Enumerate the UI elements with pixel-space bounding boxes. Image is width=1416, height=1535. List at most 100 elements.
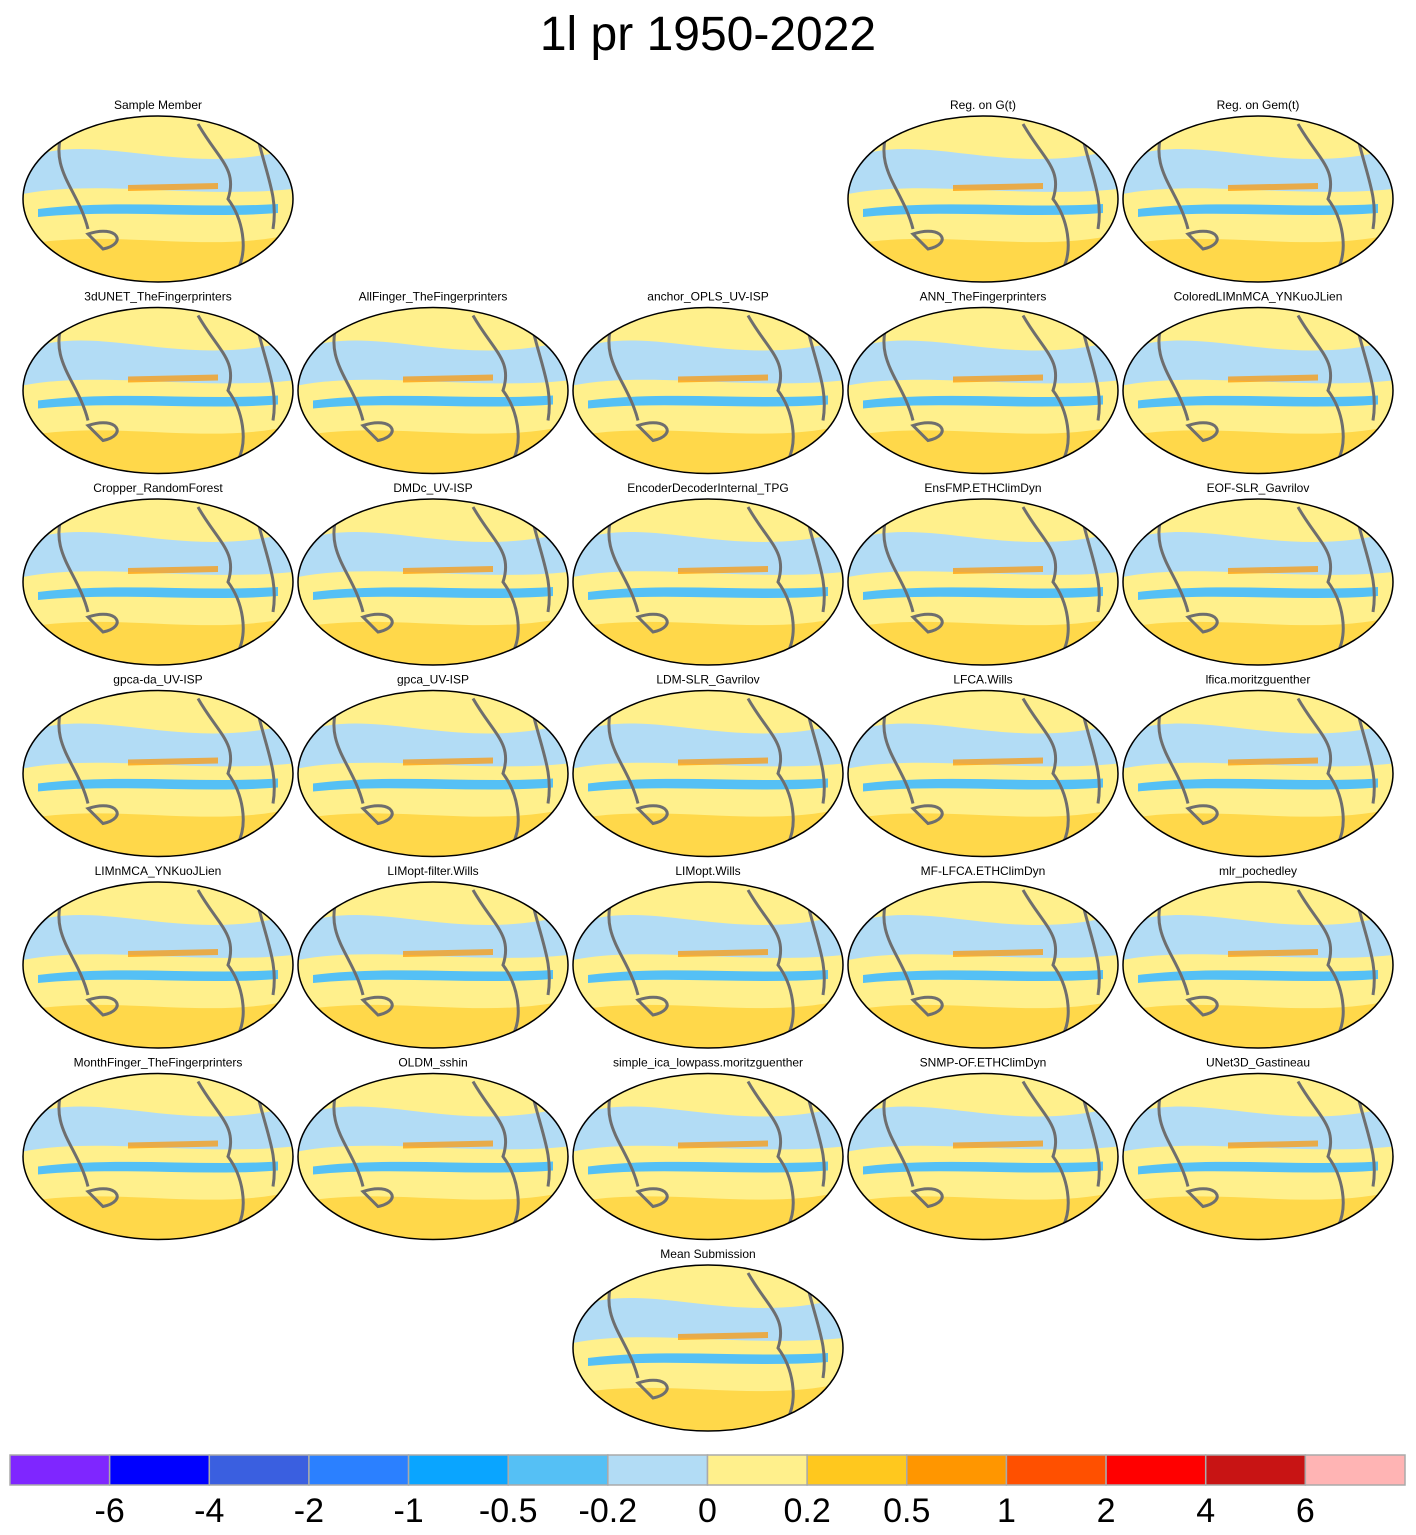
map-border	[22, 881, 294, 1049]
panel-title: EncoderDecoderInternal_TPG	[627, 481, 788, 495]
continent-outline	[607, 314, 826, 462]
map-field	[848, 1106, 1118, 1152]
map-panel	[573, 882, 843, 1048]
colorbar-tick-label: -4	[194, 1492, 224, 1530]
map-panel	[23, 1073, 293, 1240]
continent-outline	[882, 697, 1101, 845]
colorbar-tick-label: 2	[1097, 1492, 1116, 1530]
colorbar-box	[906, 1454, 1008, 1486]
map-border	[572, 881, 844, 1049]
map-field	[38, 778, 278, 792]
map-field	[298, 425, 568, 474]
map-field	[1138, 1161, 1378, 1175]
map-field	[848, 723, 1118, 769]
map-field	[573, 808, 843, 857]
map-panel	[848, 1073, 1118, 1240]
map-panel	[848, 116, 1118, 282]
continent-outline	[332, 1080, 551, 1228]
map-field	[848, 808, 1118, 857]
map-border	[572, 306, 844, 475]
panel-title: gpca_UV-ISP	[397, 673, 469, 687]
colorbar-tick-label: -1	[393, 1492, 423, 1530]
continent-outline	[607, 1272, 826, 1419]
map-field	[1123, 340, 1393, 386]
continent-outline	[57, 314, 276, 462]
continent-outline	[1157, 889, 1376, 1036]
map-field	[298, 340, 568, 386]
map-field	[588, 1161, 828, 1175]
colorbar-box	[308, 1454, 410, 1486]
colorbar-box	[1105, 1454, 1207, 1486]
continent-outline	[57, 697, 276, 845]
panel-title: anchor_OPLS_UV-ISP	[647, 290, 768, 304]
map-field	[298, 808, 568, 857]
map-panel	[1123, 690, 1393, 857]
map-field	[848, 915, 1118, 960]
map-border	[847, 1072, 1119, 1241]
map-field	[1123, 234, 1393, 282]
map-field	[588, 778, 828, 792]
map-field	[678, 1332, 768, 1340]
map-field	[1228, 757, 1318, 766]
colorbar-tick-label: -0.5	[479, 1492, 538, 1530]
panel-title: AllFinger_TheFingerprinters	[359, 290, 508, 304]
map-border	[22, 1072, 294, 1241]
panel-title: 3dUNET_TheFingerprinters	[84, 290, 231, 304]
map-field	[1123, 532, 1393, 577]
map-border	[572, 689, 844, 858]
map-field	[1228, 1140, 1318, 1149]
map-panel	[298, 690, 568, 857]
map-field	[23, 234, 293, 282]
map-panel	[848, 882, 1118, 1048]
panel-title: LDM-SLR_Gavrilov	[656, 673, 759, 687]
map-panel	[23, 116, 293, 282]
map-field	[573, 340, 843, 386]
map-border	[847, 306, 1119, 475]
map-panel	[23, 307, 293, 474]
colorbar-tick-label: 4	[1196, 1492, 1215, 1530]
map-field	[128, 374, 218, 383]
map-panel	[573, 1073, 843, 1240]
map-field	[953, 183, 1043, 191]
panel-title: Reg. on G(t)	[950, 98, 1016, 112]
map-border	[297, 498, 569, 666]
map-border	[1122, 1072, 1394, 1241]
map-field	[23, 617, 293, 665]
map-field	[23, 1191, 293, 1240]
map-panel	[298, 1073, 568, 1240]
map-field	[863, 970, 1103, 983]
continent-outline	[607, 506, 826, 653]
panel-title: ColoredLIMnMCA_YNKuoJLien	[1174, 290, 1343, 304]
map-field	[953, 1140, 1043, 1149]
continent-outline	[1157, 314, 1376, 462]
map-panel	[298, 882, 568, 1048]
map-field	[403, 949, 493, 957]
map-border	[22, 115, 294, 283]
panel-title: EOF-SLR_Gavrilov	[1207, 481, 1310, 495]
map-field	[573, 1000, 843, 1048]
map-panel	[573, 690, 843, 857]
map-field	[1123, 1191, 1393, 1240]
map-field	[573, 723, 843, 769]
panel-title: LIMnMCA_YNKuoJLien	[95, 864, 222, 878]
map-field	[573, 915, 843, 960]
map-field	[848, 234, 1118, 282]
map-border	[22, 689, 294, 858]
continent-outline	[1157, 1080, 1376, 1228]
map-panel	[23, 499, 293, 665]
colorbar-box	[208, 1454, 310, 1486]
map-field	[23, 425, 293, 474]
map-field	[298, 617, 568, 665]
map-field	[128, 1140, 218, 1149]
map-field	[863, 778, 1103, 792]
panel-title: MonthFinger_TheFingerprinters	[74, 1056, 243, 1070]
map-field	[863, 587, 1103, 600]
map-field	[23, 149, 293, 194]
continent-outline	[882, 314, 1101, 462]
map-field	[953, 949, 1043, 957]
map-field	[953, 374, 1043, 383]
map-field	[313, 395, 553, 409]
map-field	[1228, 183, 1318, 191]
panel-title: simple_ica_lowpass.moritzguenther	[613, 1056, 803, 1070]
map-border	[297, 1072, 569, 1241]
